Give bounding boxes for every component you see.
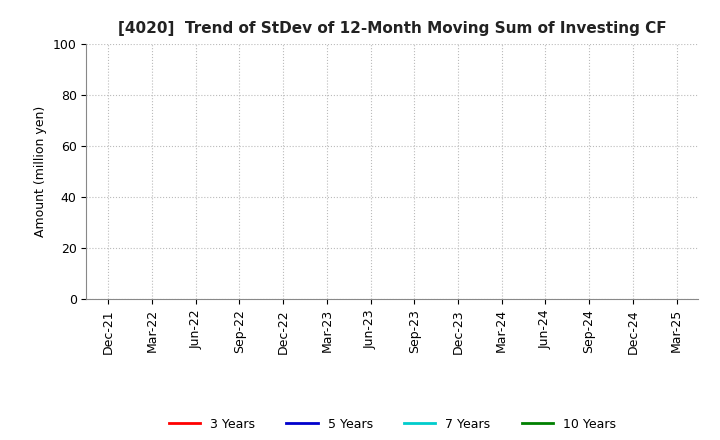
Legend: 3 Years, 5 Years, 7 Years, 10 Years: 3 Years, 5 Years, 7 Years, 10 Years [164, 413, 621, 436]
Y-axis label: Amount (million yen): Amount (million yen) [35, 106, 48, 237]
Title: [4020]  Trend of StDev of 12-Month Moving Sum of Investing CF: [4020] Trend of StDev of 12-Month Moving… [118, 21, 667, 36]
